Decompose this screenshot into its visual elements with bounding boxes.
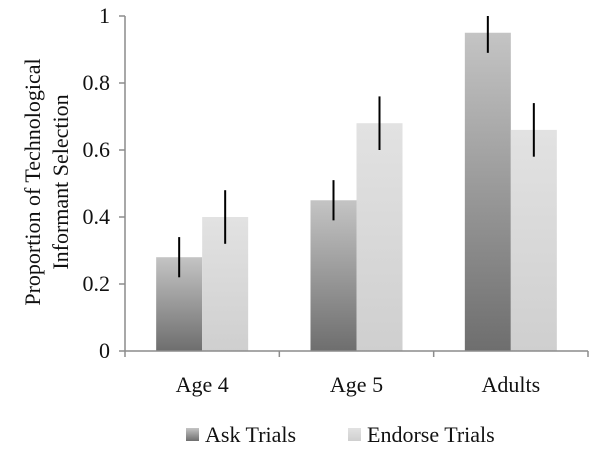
legend-swatch-ask-trials [186,428,199,441]
y-tick-label: 0.2 [83,271,111,296]
legend-swatch-endorse-trials [348,428,361,441]
category-labels-group: Age 4 Age 5 Adults [176,372,541,397]
y-tick-label: 0.8 [83,70,111,95]
x-category-label: Age 5 [330,372,383,397]
y-tick-label: 0.4 [83,204,111,229]
bar-ask-trials-adults [464,32,511,351]
legend-label-ask-trials: Ask Trials [205,422,296,447]
axes-group [124,16,589,357]
bar-endorse-trials-adults [510,129,557,351]
bar-endorse-trials-age-5 [356,123,403,351]
x-category-label: Adults [481,372,540,397]
y-axis-title: Proportion of Technological Informant Se… [20,58,73,305]
y-axis-title-line-1: Proportion of Technological [20,58,45,305]
bars-group [156,32,557,351]
bar-ask-trials-age-5 [310,200,357,351]
y-tick-label: 0.6 [83,137,111,162]
y-ticks-group: 0 0.2 0.4 0.6 0.8 1 [83,3,125,363]
error-bars-group [178,16,535,278]
legend-label-endorse-trials: Endorse Trials [367,422,495,447]
y-tick-label: 1 [99,3,110,28]
legend: Ask Trials Endorse Trials [186,422,495,447]
y-tick-label: 0 [99,338,110,363]
y-axis-title-line-2: Informant Selection [48,94,73,269]
x-category-label: Age 4 [176,372,229,397]
